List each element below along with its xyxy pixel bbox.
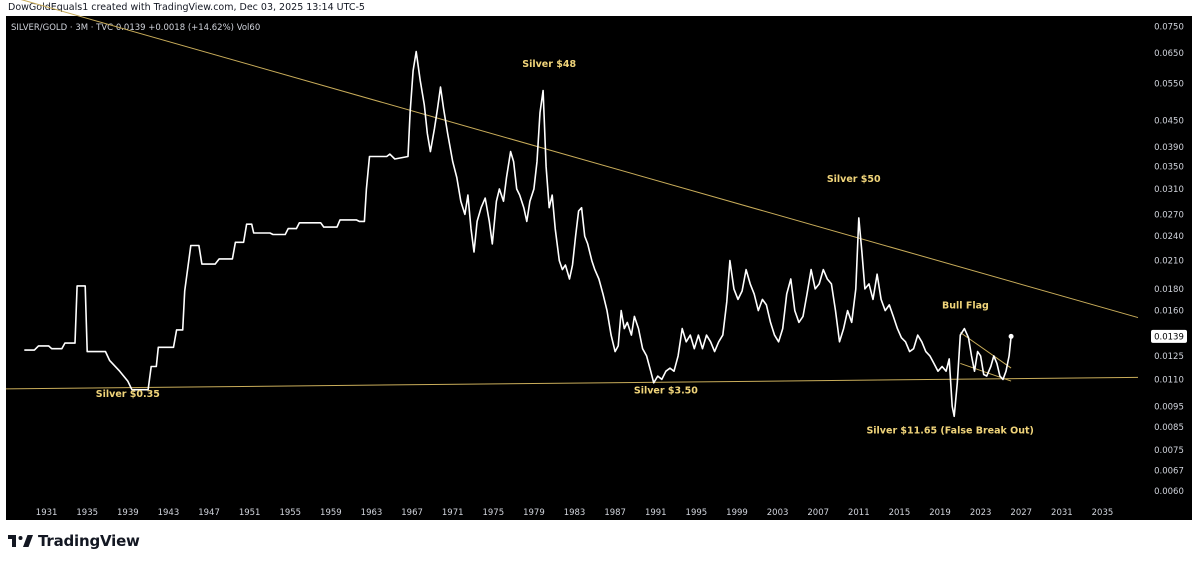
x-tick-label: 2027 [1010,508,1032,518]
x-tick-label: 2007 [807,508,829,518]
x-tick-label: 1939 [117,508,139,518]
x-tick-label: 1999 [726,508,748,518]
y-tick-label: 0.0750 [1154,23,1184,33]
symbol-info: SILVER/GOLD · 3M · TVC 0.0139 +0.0018 (+… [11,23,260,33]
x-tick-label: 1987 [604,508,626,518]
last-price-box [1151,329,1187,343]
credit-line: DowGoldEquals1 created with TradingView.… [8,2,365,13]
annotation-label: Silver $0.35 [96,389,160,400]
x-tick-label: 1979 [523,508,545,518]
y-tick-label: 0.0650 [1154,49,1184,59]
descending-resistance-line [20,0,1139,319]
x-tick-label: 2031 [1051,508,1073,518]
x-tick-label: 2019 [929,508,951,518]
silver-gold-ratio-line [24,50,1012,418]
y-tick-label: 0.0210 [1154,257,1184,267]
y-axis-ticks: 0.0750 0.0650 0.0550 0.0450 0.0390 0.0350 0.03… [1151,23,1187,497]
brand-name: TradingView [38,532,140,550]
y-tick-label: 0.0550 [1154,80,1184,90]
tradingview-footer: TradingView [8,532,140,550]
last-price-label: 0.0139 [1154,332,1184,342]
y-tick-label: 0.0095 [1154,402,1184,412]
last-price-dot [1008,333,1014,339]
y-tick-label: 0.0270 [1154,210,1184,220]
x-tick-label: 1991 [645,508,667,518]
x-tick-label: 2035 [1092,508,1114,518]
y-tick-label: 0.0060 [1154,487,1184,497]
y-tick-label: 0.0350 [1154,163,1184,173]
y-tick-label: 0.0125 [1154,352,1184,362]
x-tick-label: 1943 [158,508,180,518]
y-tick-label: 0.0075 [1154,446,1184,456]
y-tick-label: 0.0067 [1154,466,1184,476]
y-tick-label: 0.0110 [1154,375,1184,385]
y-tick-label: 0.0085 [1154,423,1184,433]
x-tick-label: 1951 [239,508,261,518]
x-tick-label: 2011 [848,508,870,518]
annotation-label: Bull Flag [942,300,989,311]
annotation-label: Silver $11.65 (False Break Out) [866,425,1033,436]
x-tick-label: 1931 [36,508,58,518]
y-tick-label: 0.0180 [1154,285,1184,295]
price-series [24,50,1014,418]
x-tick-label: 1947 [198,508,220,518]
x-tick-label: 2023 [970,508,992,518]
x-tick-label: 1963 [361,508,383,518]
annotation-label: Silver $50 [827,174,881,185]
x-axis-ticks: 1931 1935 1939 1943 1947 1951 1955 1959 1963 1967… [36,508,1113,518]
y-tick-label: 0.0450 [1154,117,1184,127]
x-tick-label: 1967 [401,508,423,518]
price-axis[interactable] [1138,16,1192,520]
x-tick-label: 1983 [564,508,586,518]
x-tick-label: 1975 [482,508,504,518]
annotation-label: Silver $48 [522,59,576,70]
y-tick-label: 0.0240 [1154,232,1184,242]
x-tick-label: 1971 [442,508,464,518]
time-axis[interactable] [6,497,1192,520]
annotation-label: Silver $3.50 [634,385,698,396]
y-tick-label: 0.0390 [1154,143,1184,153]
x-tick-label: 2003 [767,508,789,518]
x-tick-label: 2015 [889,508,911,518]
y-tick-label: 0.0160 [1154,307,1184,317]
x-tick-label: 1955 [279,508,301,518]
x-tick-label: 1935 [76,508,98,518]
tradingview-logo-icon [8,535,33,547]
x-tick-label: 1959 [320,508,342,518]
annotations: Silver $48 Silver $50 Bull Flag Silver $0.3… [96,59,1034,436]
y-tick-label: 0.0310 [1154,185,1184,195]
x-tick-label: 1995 [686,508,708,518]
support-line [5,376,1139,390]
